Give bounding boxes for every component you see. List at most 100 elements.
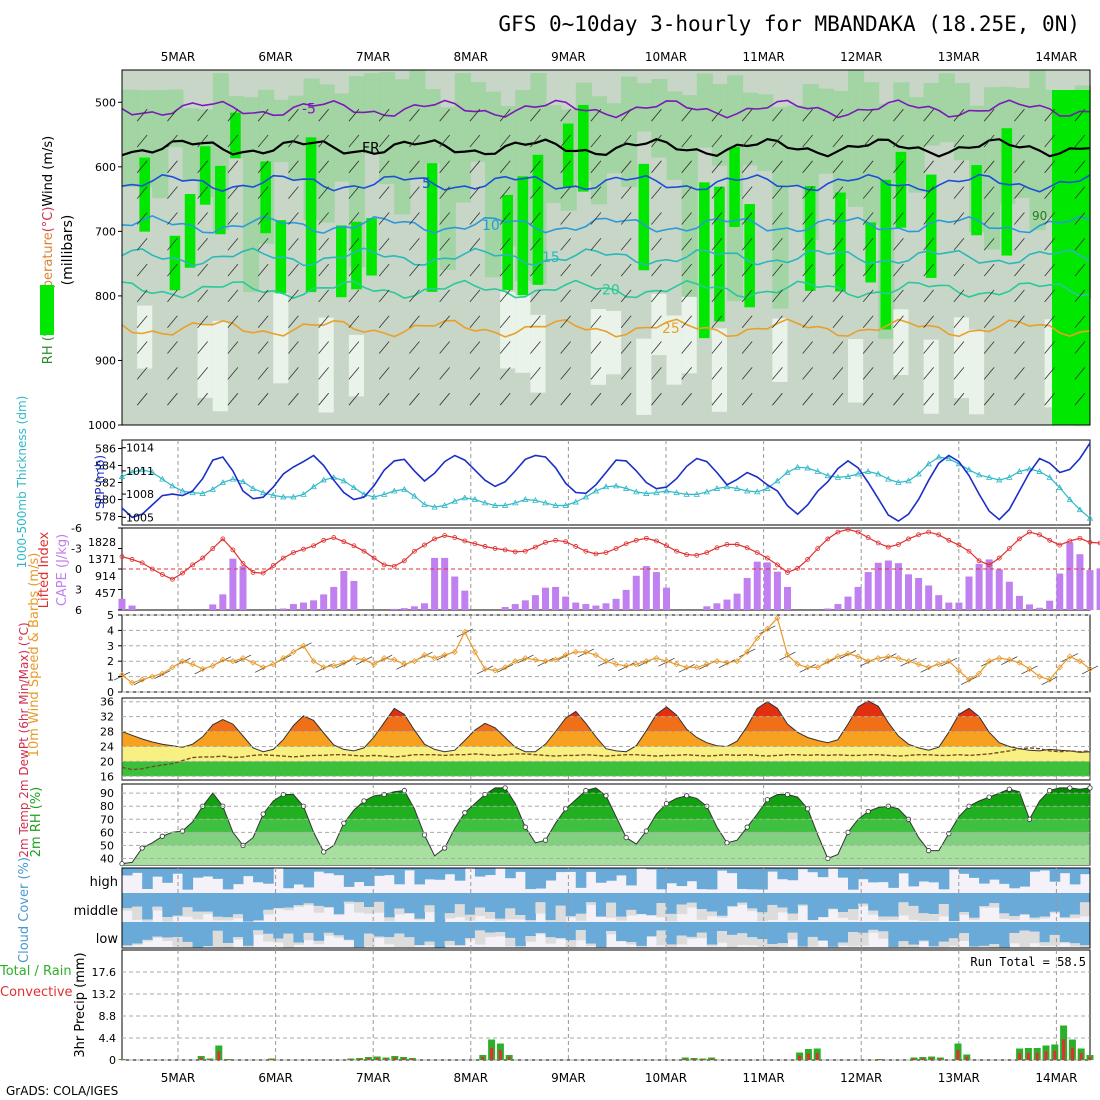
cloud-cell [182, 907, 194, 917]
cloud-cell [696, 932, 708, 939]
wind-barb [409, 341, 420, 354]
rh-point [321, 849, 327, 855]
cloud-cell [323, 907, 335, 908]
pressure-tick-label: 900 [95, 354, 116, 367]
lifted-index-point [946, 537, 952, 543]
rh-shade-cell [139, 157, 150, 232]
lifted-index-point [432, 536, 437, 542]
cloud-level-label: low [96, 932, 119, 947]
lifted-index-point [744, 545, 750, 551]
thickness-point [693, 491, 700, 497]
wind-barb [497, 664, 514, 673]
thickness-point [622, 485, 630, 491]
date-tick-label: 14MAR [1035, 50, 1077, 64]
cloud-cell [918, 940, 930, 942]
precip-convective-bar [1018, 1053, 1022, 1060]
rh-shade-cell [590, 96, 607, 205]
cloud-cell [142, 939, 153, 942]
cloud-cell [1069, 914, 1081, 919]
wind-barb [1061, 653, 1078, 662]
cloud-cell [727, 868, 738, 874]
cloud-cell [858, 932, 869, 946]
wind-speed-point [693, 664, 700, 671]
cloud-cell [797, 904, 809, 907]
wind-barb [620, 367, 632, 380]
cloud-cell [747, 937, 758, 946]
thickness-point [824, 472, 832, 479]
wind-barb [953, 212, 965, 225]
lifted-index-point [785, 570, 790, 575]
lifted-index-point [391, 563, 397, 569]
thickness-point [320, 476, 327, 483]
wind-barb [802, 263, 813, 277]
wind-barb [136, 392, 148, 406]
cloud-cell [908, 905, 920, 920]
lifted-index-point [724, 542, 730, 547]
wind-barb [348, 341, 360, 354]
wind-barb [517, 654, 534, 664]
cape-bar [622, 589, 630, 610]
cloud-cell [122, 908, 133, 911]
cloud-cell [283, 933, 294, 948]
cloud-cell [948, 938, 960, 946]
cloud-cell [858, 868, 869, 880]
wind-tick-label: 4 [107, 624, 114, 637]
precip-convective-bar [692, 1058, 696, 1060]
wind-barb [802, 392, 813, 406]
wind-barb [1014, 186, 1025, 199]
wind-tick-label: 2 [107, 655, 114, 668]
top-date-axis: 5MAR 6MAR 7MAR 8MAR 9MAR 10MAR 11MAR 12MAR 13MAR… [161, 50, 1078, 64]
wind-barb [530, 315, 541, 328]
date-tick-label: 12MAR [840, 1071, 882, 1085]
wind-speed-point [814, 664, 821, 671]
thickness-point [1016, 468, 1023, 474]
cape-bar [894, 563, 902, 610]
wind-barb [651, 212, 662, 225]
cloud-cell [172, 922, 183, 938]
precip-convective-bar [798, 1055, 802, 1060]
temp-tick-label: 36 [100, 696, 114, 709]
cloud-cell [232, 914, 244, 919]
wind-barb [893, 289, 904, 303]
wind-barb [499, 392, 511, 406]
wind-barb [620, 315, 632, 328]
cloud-cell [424, 868, 436, 880]
cloud-cell [817, 893, 829, 918]
wind-speed-point [250, 659, 257, 666]
cloud-cell [606, 868, 617, 881]
cloud-cell [626, 922, 637, 942]
thickness-point [1046, 474, 1053, 480]
rh-shade-cell [742, 92, 759, 166]
wind-barb [136, 341, 148, 354]
wind-barb [469, 212, 481, 225]
cloud-cell [1039, 916, 1051, 919]
wind-barb [499, 186, 511, 199]
wind-barb [1014, 341, 1025, 354]
lifted-tick-label: 3 [75, 584, 82, 597]
wind-barb [940, 657, 957, 667]
precip-convective-bar [921, 1058, 925, 1060]
precip-convective-bar [956, 1050, 960, 1060]
cloud-cell [575, 868, 587, 888]
wind-barb [711, 238, 723, 251]
precip-convective-bar [384, 1058, 388, 1060]
wind-barb [348, 186, 360, 199]
cape-bar [1056, 573, 1064, 610]
cloud-cell [1079, 893, 1091, 903]
rh-point [744, 824, 750, 830]
wind-barb [832, 367, 844, 380]
cape-bar [582, 604, 590, 610]
wind-barb [348, 367, 360, 380]
isotherm-line [121, 138, 1091, 158]
wind-speed-point [915, 661, 922, 668]
wind-barb [658, 657, 675, 667]
cloud-cell [686, 936, 698, 939]
rh-shade-cell [424, 89, 441, 164]
slp-ylabel: SLP (mb) [93, 455, 107, 509]
wind-barb [983, 238, 995, 251]
cloud-cell [182, 893, 194, 908]
wind-barb [772, 212, 783, 225]
cloud-cell [253, 930, 264, 935]
rh-shade-cell [666, 315, 682, 385]
cloud-cell [273, 938, 284, 943]
